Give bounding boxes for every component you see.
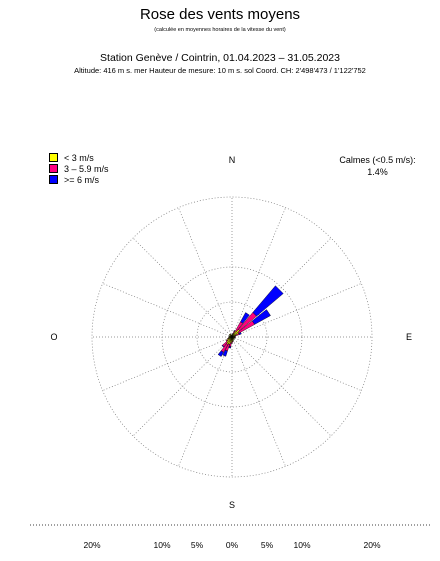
- ring-5: [196, 301, 268, 373]
- x-tick-label: 10%: [153, 540, 170, 550]
- legend-swatch-high: [49, 175, 58, 184]
- legend-item-low: < 3 m/s: [49, 153, 94, 163]
- chart-subtitle: (calculée en moyennes horaires de la vit…: [154, 27, 286, 33]
- legend-item-mid: 3 – 5.9 m/s: [49, 164, 109, 174]
- spoke-line: [178, 207, 233, 338]
- compass-label-east: E: [406, 332, 412, 342]
- legend-label-high: >= 6 m/s: [64, 175, 100, 185]
- calmes-label: Calmes (<0.5 m/s):: [339, 155, 416, 165]
- legend-swatch-low: [49, 153, 58, 162]
- x-axis: 20% 10% 5% 0% 5% 10% 20%: [30, 524, 432, 550]
- petal-swbw-s1: [225, 339, 228, 342]
- station-meta: Altitude: 416 m s. mer Hauteur de mesure…: [74, 66, 366, 75]
- petal-ebs-s1: [234, 337, 236, 339]
- x-tick-label: 5%: [191, 540, 204, 550]
- petal-sbe-s1: [232, 340, 234, 343]
- compass-label-north: N: [229, 155, 236, 165]
- spoke-line: [102, 336, 233, 391]
- petal-s-s1: [231, 341, 233, 344]
- petal-nebn-s2: [240, 312, 250, 324]
- petal-sw-s2: [221, 344, 225, 348]
- x-tick-label: 20%: [363, 540, 380, 550]
- spoke-line: [178, 336, 233, 467]
- petal-nne-s2: [233, 330, 236, 332]
- petal-ene-s2: [238, 332, 242, 335]
- calmes-value: 1.4%: [367, 167, 388, 177]
- legend-label-low: < 3 m/s: [64, 153, 94, 163]
- petal-sbw-s2: [228, 346, 232, 349]
- petal-nbw-s0: [231, 334, 233, 338]
- x-tick-label: 0%: [226, 540, 239, 550]
- x-tick-label: 20%: [83, 540, 100, 550]
- petal-ssw-s2: [222, 349, 228, 357]
- petals: [217, 285, 284, 357]
- legend-item-high: >= 6 m/s: [49, 175, 99, 185]
- spoke-line: [231, 336, 362, 391]
- grid: [91, 196, 373, 478]
- x-tick-label: 10%: [293, 540, 310, 550]
- spoke-line: [102, 283, 233, 338]
- petal-nbe-s1: [232, 333, 234, 335]
- spoke-line: [132, 336, 233, 437]
- spoke-line: [231, 283, 362, 338]
- chart-title: Rose des vents moyens: [139, 6, 301, 23]
- petal-nebe-s2: [252, 309, 271, 325]
- compass-label-south: S: [229, 500, 235, 510]
- spoke-line: [231, 237, 332, 338]
- petal-wsw-s1: [227, 338, 229, 340]
- ring-20: [91, 196, 373, 478]
- spoke-line: [231, 336, 332, 437]
- spoke-line: [231, 207, 286, 338]
- legend-label-mid: 3 – 5.9 m/s: [64, 164, 109, 174]
- labels: N E S O: [50, 155, 412, 510]
- petal-swbs-s2: [217, 350, 224, 357]
- x-tick-label: 5%: [261, 540, 274, 550]
- spoke-line: [231, 336, 286, 467]
- station-line: Station Genève / Cointrin, 01.04.2023 – …: [100, 52, 340, 64]
- petal-ne-s2: [252, 285, 284, 317]
- legend-swatch-mid: [49, 164, 58, 173]
- compass-label-west: O: [50, 332, 57, 342]
- spoke-line: [132, 237, 233, 338]
